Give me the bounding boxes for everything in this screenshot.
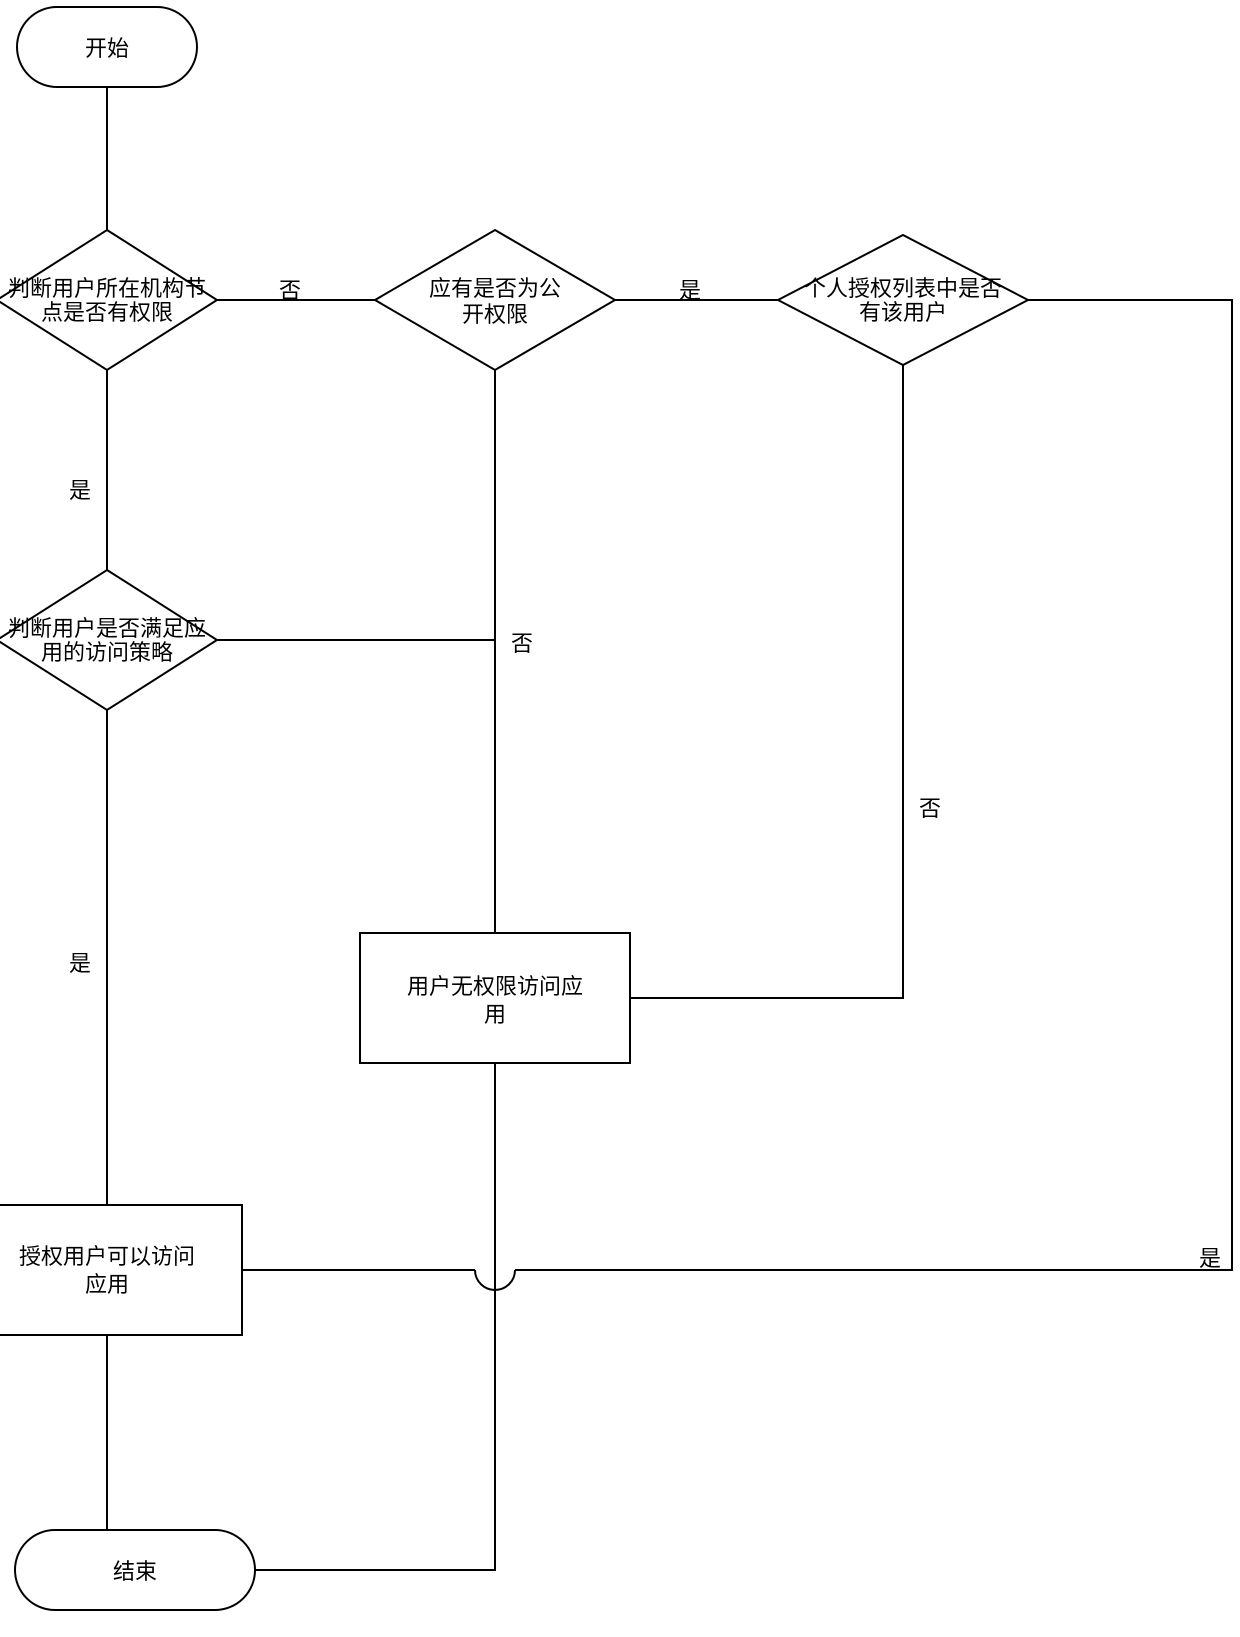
- node-d4: 判断用户是否满足应 用的访问策略: [0, 570, 217, 710]
- edge-label-d1-d2: 否: [279, 278, 301, 303]
- edge-label-d2-r1: 否: [511, 631, 533, 656]
- node-d1: 判断用户所在机构节 点是否有权限: [0, 230, 217, 370]
- node-r2-label2: 应用: [85, 1272, 129, 1297]
- flowchart-canvas: 否 是 是 否 否 是 是 开始 判断用户所在机构节 点是否有权限 应有是否为公…: [0, 0, 1240, 1637]
- edge-label-d1-d4: 是: [69, 478, 91, 503]
- node-d2-label1: 应有是否为公: [429, 276, 561, 301]
- node-r1-label2: 用: [484, 1002, 506, 1027]
- node-r1-label1: 用户无权限访问应: [407, 974, 583, 999]
- node-d1-label2: 点是否有权限: [41, 300, 173, 325]
- edge-r1-end: [255, 1063, 495, 1570]
- node-d2-label2: 开权限: [462, 302, 528, 327]
- edge-labels-group: 否 是 是 否 否 是 是: [69, 278, 1221, 1271]
- edge-label-d4-r2: 是: [69, 951, 91, 976]
- edge-label-d2-d3: 是: [679, 278, 701, 303]
- edge-label-d3-r2: 是: [1199, 1246, 1221, 1271]
- node-d1-label1: 判断用户所在机构节: [8, 276, 206, 301]
- node-d3-label1: 个人授权列表中是否: [804, 276, 1002, 301]
- node-d2: 应有是否为公 开权限: [375, 230, 615, 370]
- node-r2: 授权用户可以访问 应用: [0, 1205, 242, 1335]
- node-end: 结束: [15, 1530, 255, 1610]
- node-d3: 个人授权列表中是否 有该用户: [778, 235, 1028, 365]
- edge-d3-r2-seg1: [515, 300, 1232, 1270]
- edge-label-d3-r1: 否: [919, 796, 941, 821]
- node-start: 开始: [17, 7, 197, 87]
- node-d4-label1: 判断用户是否满足应: [8, 616, 206, 641]
- edge-d3-r1: [630, 365, 903, 998]
- node-d3-label2: 有该用户: [859, 300, 947, 325]
- node-end-label: 结束: [113, 1559, 157, 1584]
- node-r1: 用户无权限访问应 用: [360, 933, 630, 1063]
- edges-group: [107, 87, 1232, 1570]
- node-d4-label2: 用的访问策略: [41, 640, 173, 665]
- node-start-label: 开始: [85, 36, 129, 61]
- node-r2-label1: 授权用户可以访问: [19, 1244, 195, 1269]
